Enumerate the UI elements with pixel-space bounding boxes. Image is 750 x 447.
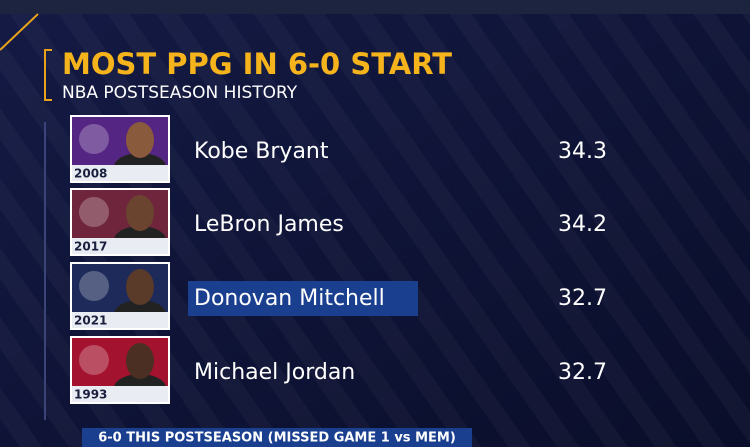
subtitle: NBA POSTSEASON HISTORY xyxy=(62,83,298,103)
player-head xyxy=(126,343,154,379)
accent-line xyxy=(0,13,39,51)
year: 2008 xyxy=(74,167,107,181)
team-logo xyxy=(79,271,109,301)
title: MOST PPG IN 6-0 START xyxy=(62,47,452,81)
year-strip xyxy=(72,312,168,328)
ppg: 34.3 xyxy=(558,139,607,164)
year-strip xyxy=(72,165,168,181)
player-head xyxy=(126,195,154,231)
top-bar xyxy=(0,0,750,14)
team-logo xyxy=(79,197,109,227)
ppg: 32.7 xyxy=(558,360,607,385)
team-logo xyxy=(79,345,109,375)
year-strip xyxy=(72,386,168,402)
footer-bar xyxy=(82,428,472,447)
team-logo xyxy=(79,124,109,154)
ppg: 34.2 xyxy=(558,212,607,237)
year: 2021 xyxy=(74,314,107,328)
player-name: Donovan Mitchell xyxy=(194,286,385,311)
year: 1993 xyxy=(74,388,107,402)
player-name: Kobe Bryant xyxy=(194,139,329,164)
footer-text: 6-0 THIS POSTSEASON (MISSED GAME 1 vs ME… xyxy=(98,431,456,446)
highlight xyxy=(188,281,418,316)
title-bracket xyxy=(44,49,52,101)
player-head xyxy=(126,269,154,305)
ppg: 32.7 xyxy=(558,286,607,311)
player-head xyxy=(126,122,154,158)
player-name: LeBron James xyxy=(194,212,344,237)
player-name: Michael Jordan xyxy=(194,360,355,385)
year: 2017 xyxy=(74,240,107,254)
year-strip xyxy=(72,238,168,254)
